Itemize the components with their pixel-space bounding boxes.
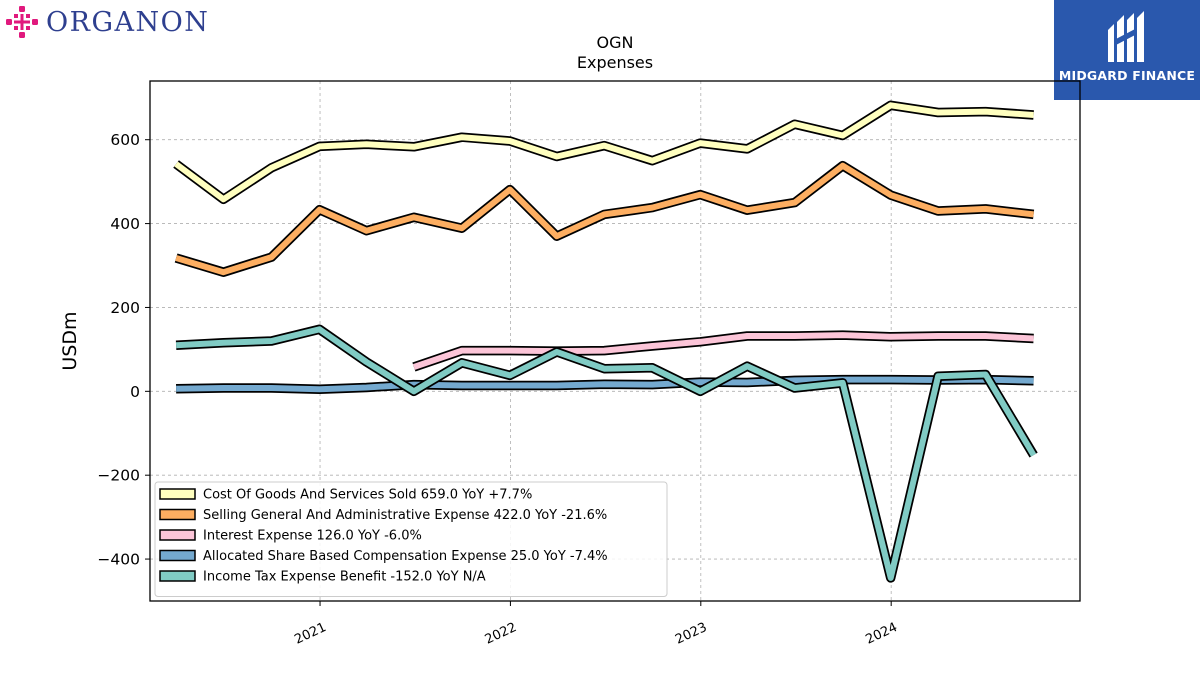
legend-label: Selling General And Administrative Expen…	[203, 508, 607, 523]
legend-label: Cost Of Goods And Services Sold 659.0 Yo…	[203, 488, 532, 503]
series-4	[176, 374, 1034, 394]
legend-label: Income Tax Expense Benefit -152.0 YoY N/…	[203, 570, 486, 585]
x-tick-label: 2022	[483, 620, 519, 648]
chart-title: OGN	[597, 33, 634, 52]
plot-frame	[149, 80, 1081, 602]
legend-label: Interest Expense 126.0 YoY -6.0%	[203, 529, 422, 544]
series-1	[173, 100, 1034, 205]
legend-item: Selling General And Administrative Expen…	[159, 508, 607, 523]
series-layer	[173, 100, 1038, 583]
legend: Cost Of Goods And Services Sold 659.0 Yo…	[154, 481, 668, 597]
series-line	[175, 326, 1037, 581]
y-axis-label: USDm	[59, 311, 81, 370]
y-tick-label: −400	[97, 551, 140, 569]
organon-logo: ORGANON	[4, 2, 209, 42]
legend-swatch	[159, 508, 196, 521]
y-tick-label: −200	[97, 467, 140, 485]
legend-item: Cost Of Goods And Services Sold 659.0 Yo…	[159, 488, 532, 503]
legend-swatch	[159, 488, 196, 500]
x-tick-label: 2023	[673, 620, 709, 648]
chart-subtitle: Expenses	[577, 53, 653, 72]
x-tick-label: 2024	[864, 620, 900, 648]
series-2	[174, 160, 1035, 277]
midgard-finance-logo: MIDGARD FINANCE	[1054, 0, 1200, 100]
legend-item: Interest Expense 126.0 YoY -6.0%	[159, 529, 422, 544]
series-5	[175, 324, 1038, 583]
organon-logo-text: ORGANON	[46, 6, 210, 38]
organon-mark-icon	[6, 6, 38, 38]
legend-item: Allocated Share Based Compensation Expen…	[159, 549, 608, 564]
y-tick-label: 200	[110, 299, 140, 317]
y-tick-label: 400	[110, 215, 140, 233]
legend-box	[154, 481, 668, 597]
series-3	[412, 330, 1034, 372]
y-tick-label: 0	[130, 383, 140, 401]
legend-item: Income Tax Expense Benefit -152.0 YoY N/…	[159, 570, 486, 585]
series-line	[175, 162, 1034, 276]
legend-swatch	[159, 549, 196, 562]
midgard-finance-logo-text: MIDGARD FINANCE	[1058, 68, 1196, 83]
series-line-outline	[174, 160, 1035, 277]
series-line	[412, 332, 1034, 370]
series-line	[176, 376, 1034, 393]
legend-swatch	[159, 529, 196, 541]
x-tick-label: 2021	[292, 620, 328, 648]
y-tick-label: 600	[110, 131, 140, 149]
midgard-mark-icon	[1108, 11, 1144, 62]
legend-swatch	[159, 570, 196, 582]
legend-label: Allocated Share Based Compensation Expen…	[203, 549, 608, 564]
series-line	[174, 102, 1034, 203]
